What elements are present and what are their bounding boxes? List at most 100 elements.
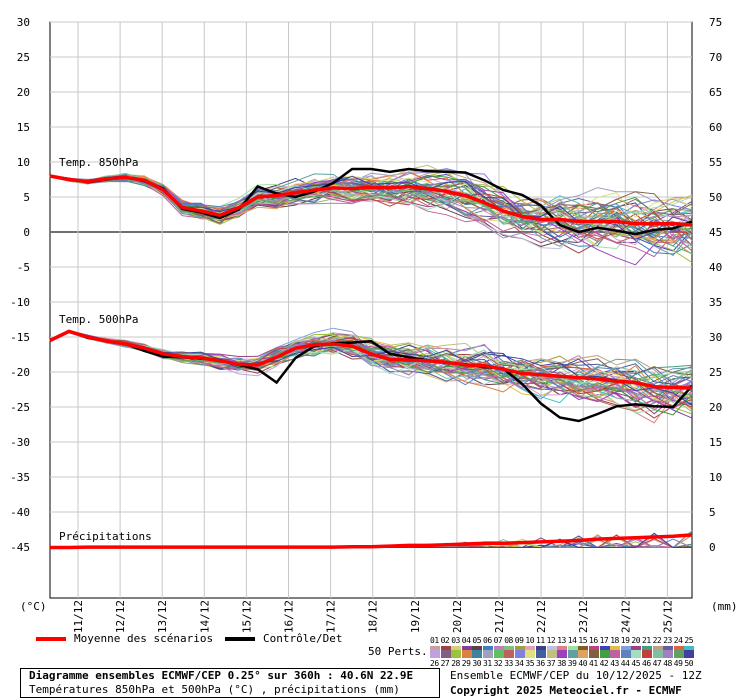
main-series	[49, 167, 693, 550]
plot-frame	[49, 21, 693, 599]
pert-color-swatch	[610, 650, 621, 658]
pert-number: 04	[461, 636, 471, 645]
y-right-tick: 45	[709, 226, 722, 239]
y-left-tick: 0	[23, 226, 30, 239]
member-850-line	[49, 175, 693, 231]
pert-color-swatch	[567, 650, 578, 658]
panel-label-precip: Précipitations	[59, 530, 152, 543]
x-tick-label: 17/12	[325, 600, 338, 633]
pert-number: 22	[652, 636, 662, 645]
pert-number: 07	[493, 636, 503, 645]
x-tick-label: 21/12	[493, 600, 506, 633]
x-tick-label: 24/12	[619, 600, 632, 633]
pert-number: 46	[642, 659, 651, 668]
pert-number: 33	[504, 659, 513, 668]
pert-number: 24	[673, 636, 683, 645]
pert-color-swatch	[514, 650, 525, 658]
pert-number: 16	[589, 636, 598, 645]
x-axis: 11/12 12/12 13/12 14/12 15/12 16/12 17/12 18/12…	[72, 600, 674, 633]
y-right-tick: 5	[709, 506, 716, 519]
pert-number: 48	[663, 659, 672, 668]
x-tick-label: 25/12	[661, 600, 674, 633]
legend-control: Contrôle/Det	[225, 632, 342, 645]
y-right-tick: 75	[709, 16, 722, 29]
y-left-tick: 25	[17, 51, 30, 64]
y-left-tick: -15	[10, 331, 30, 344]
y-right-tick: 10	[709, 471, 722, 484]
legend-control-swatch	[225, 636, 255, 641]
pert-number: 31	[483, 659, 492, 668]
pert-number: 09	[514, 636, 524, 645]
pert-number: 40	[578, 659, 588, 668]
pert-number: 47	[652, 659, 662, 668]
mean-500-line	[49, 329, 693, 390]
legend-perts-label: 50 Perts.	[368, 645, 428, 658]
pert-color-swatch	[652, 650, 663, 658]
pert-color-swatch	[684, 650, 695, 658]
pert-color-swatch	[440, 650, 451, 658]
y-left-unit: (°C)	[20, 600, 47, 613]
member-850-line	[49, 175, 693, 239]
y-left-tick: 10	[17, 156, 30, 169]
y-right-tick: 50	[709, 191, 722, 204]
y-left-tick: -20	[10, 366, 30, 379]
pert-number: 44	[620, 659, 630, 668]
pert-number: 30	[472, 659, 482, 668]
y-left-tick: -25	[10, 401, 30, 414]
legend-mean: Moyenne des scénarios	[36, 632, 213, 645]
pert-number: 36	[536, 659, 545, 668]
pert-number: 12	[546, 636, 556, 645]
pert-color-swatch	[472, 650, 483, 658]
pert-color-swatch	[578, 650, 589, 658]
pert-color-swatch	[461, 650, 472, 658]
chart-title: Diagramme ensembles ECMWF/CEP 0.25° sur …	[29, 669, 414, 682]
y-right-tick: 30	[709, 331, 722, 344]
pert-number: 03	[451, 636, 460, 645]
pert-number: 28	[451, 659, 460, 668]
panel-label-850: Temp. 850hPa	[59, 156, 138, 169]
legend-perts: 50 Perts.	[368, 645, 428, 658]
y-left-tick: 30	[17, 16, 30, 29]
x-tick-label: 18/12	[367, 600, 380, 633]
pert-number: 11	[536, 636, 545, 645]
y-left-tick: -5	[17, 261, 30, 274]
chart-subtitle: Températures 850hPa et 500hPa (°C) , pré…	[29, 683, 400, 696]
x-tick-label: 19/12	[409, 600, 422, 633]
pert-number: 29	[461, 659, 471, 668]
pert-number: 13	[557, 636, 566, 645]
pert-number: 35	[525, 659, 535, 668]
pert-number: 43	[610, 659, 619, 668]
pert-number: 49	[673, 659, 683, 668]
pert-number: 17	[599, 636, 609, 645]
y-right-tick: 40	[709, 261, 722, 274]
title-box: Diagramme ensembles ECMWF/CEP 0.25° sur …	[20, 668, 440, 698]
pert-color-swatch	[620, 650, 631, 658]
y-right-tick: 55	[709, 156, 722, 169]
y-right-tick: 70	[709, 51, 722, 64]
pert-color-swatch	[557, 650, 568, 658]
x-tick-label: 11/12	[72, 600, 85, 633]
y-right-tick: 15	[709, 436, 722, 449]
pert-number: 34	[514, 659, 524, 668]
legend-control-label: Contrôle/Det	[263, 632, 343, 645]
copyright: Copyright 2025 Meteociel.fr - ECMWF	[450, 684, 682, 697]
y-right-unit: (mm)	[711, 600, 738, 613]
pert-number: 20	[631, 636, 641, 645]
control-500-line	[49, 330, 693, 423]
y-left-tick: 5	[23, 191, 30, 204]
pert-number: 41	[589, 659, 598, 668]
mean-precip-line	[50, 533, 693, 550]
pert-color-swatch	[546, 650, 557, 658]
pert-color-swatch	[599, 650, 610, 658]
chart-grid	[49, 21, 693, 599]
x-tick-label: 14/12	[198, 600, 211, 633]
pert-number: 21	[642, 636, 651, 645]
y-right-tick: 0	[709, 541, 716, 554]
y-left-tick: 20	[17, 86, 30, 99]
legend-mean-label: Moyenne des scénarios	[74, 632, 214, 645]
pert-number: 15	[578, 636, 588, 645]
pert-number: 32	[493, 659, 503, 668]
y-right-tick: 60	[709, 121, 722, 134]
pert-color-swatch	[673, 650, 684, 658]
legend-mean-swatch	[36, 636, 66, 641]
